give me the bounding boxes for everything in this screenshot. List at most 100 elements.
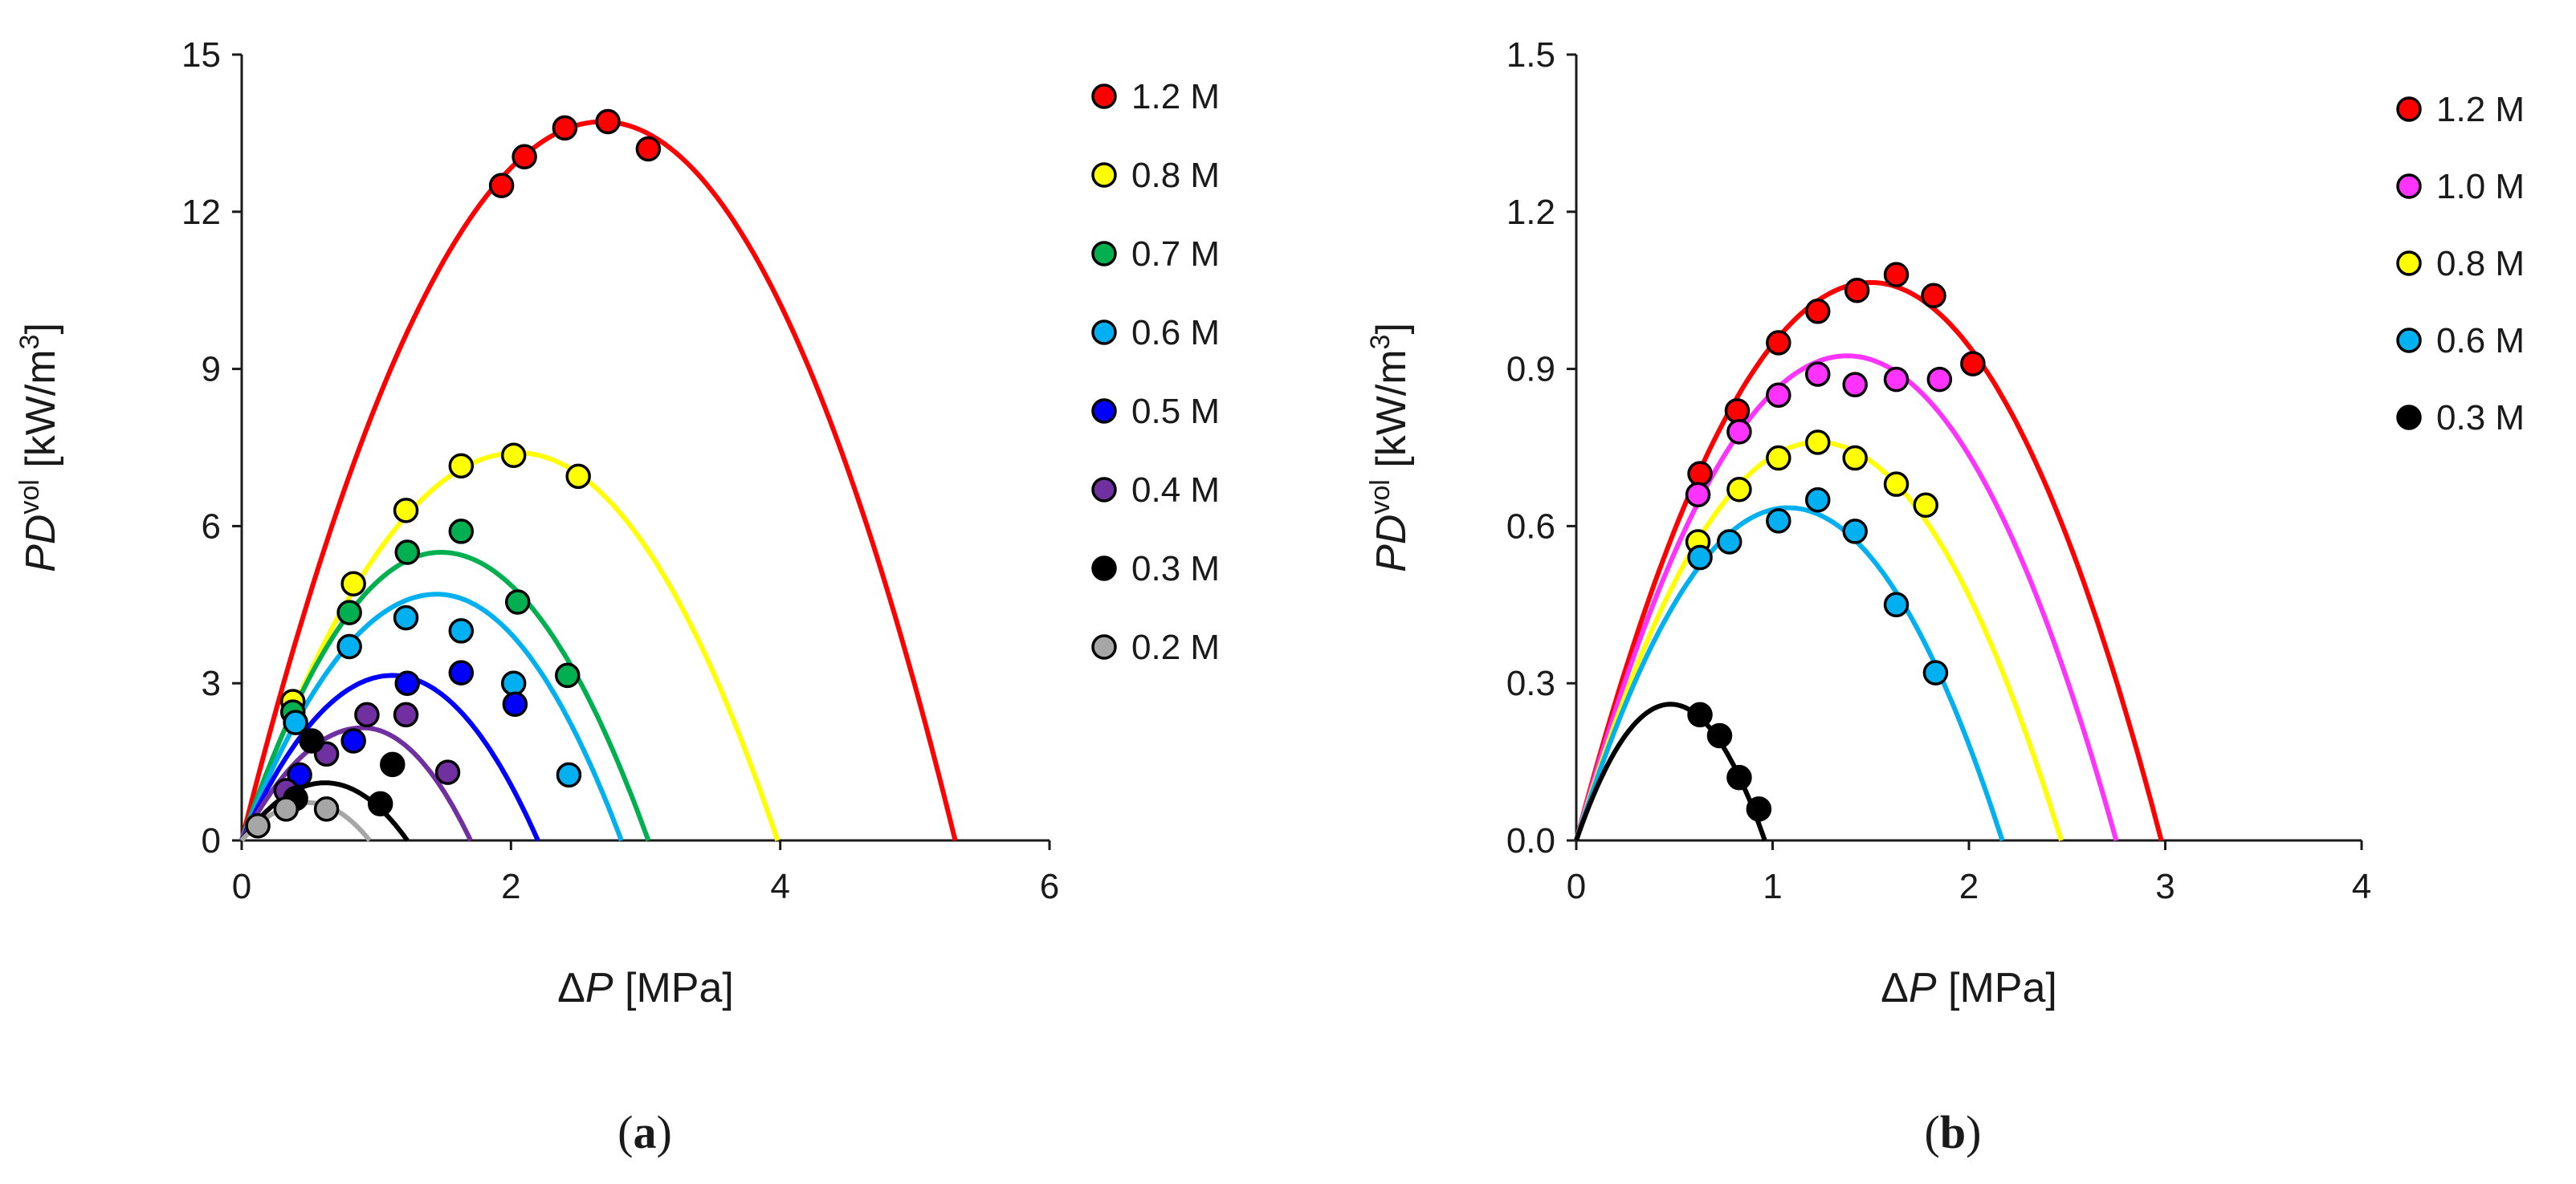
- x-tick-label: 1: [1763, 867, 1782, 906]
- x-axis-label: ΔP [MPa]: [557, 965, 734, 1011]
- y-tick-label: 0: [202, 821, 221, 861]
- data-point: [283, 710, 308, 735]
- data-point: [1804, 429, 1831, 455]
- data-point: [1746, 796, 1772, 822]
- data-point: [1687, 702, 1713, 728]
- legend-label: 0.5 M: [1131, 392, 1220, 431]
- chart-panel-b: 0.0 0.3 0.6 0.9 1.2 1.5 0 1 2 3 4 1.2 M 1.0 M 0.8 M 0.…: [1365, 35, 2525, 1158]
- data-point: [1960, 351, 1986, 376]
- data-point: [595, 108, 621, 135]
- legend-marker: [2396, 96, 2422, 122]
- fit-curve-0-6M: [1574, 505, 2005, 841]
- x-tick-label: 2: [1959, 867, 1979, 906]
- data-point: [502, 691, 528, 718]
- legend-marker: [1091, 634, 1117, 660]
- legend-marker: [1091, 162, 1117, 188]
- legend-label: 0.6 M: [1131, 313, 1220, 352]
- fit-curve-0-5M: [239, 673, 540, 842]
- y-axis-label: PDvol [kW/m3]: [1365, 323, 1415, 572]
- data-point: [448, 618, 475, 644]
- x-tick-label: 0: [232, 867, 251, 906]
- data-point: [1724, 398, 1751, 424]
- data-point: [336, 600, 362, 625]
- legend-label: 0.8 M: [1131, 156, 1220, 195]
- data-point: [1883, 262, 1910, 287]
- x-tick-label: 2: [501, 867, 520, 906]
- fit-curve-0-3M: [1574, 702, 1767, 842]
- y-tick-label: 9: [202, 350, 221, 389]
- data-point: [1842, 519, 1868, 544]
- y-tick-label: 0.3: [1506, 664, 1555, 703]
- data-point: [1726, 764, 1752, 791]
- data-point: [448, 453, 475, 479]
- data-point: [1883, 592, 1910, 618]
- data-point: [1844, 277, 1870, 303]
- data-point: [354, 702, 380, 728]
- legend-label: 0.3 M: [1131, 549, 1220, 588]
- legend-marker: [1091, 398, 1117, 424]
- legend-marker: [2396, 405, 2422, 430]
- x-tick-label: 4: [2352, 867, 2371, 906]
- data-point: [1706, 722, 1733, 749]
- legend-label: 0.6 M: [2436, 321, 2525, 360]
- data-point: [1766, 445, 1791, 471]
- data-point: [1842, 372, 1868, 397]
- legend-marker: [2396, 250, 2422, 276]
- fit-curve-0-6M: [239, 592, 624, 842]
- data-point: [1804, 487, 1831, 513]
- data-point: [1926, 366, 1953, 393]
- data-point: [380, 751, 406, 778]
- legend-label: 1.2 M: [2436, 90, 2525, 129]
- data-point: [500, 442, 527, 469]
- panel-caption: (b): [1925, 1106, 1982, 1158]
- data-point: [1766, 330, 1791, 356]
- data-point: [393, 702, 419, 728]
- legend-label: 0.7 M: [1131, 234, 1220, 274]
- y-tick-label: 15: [181, 35, 221, 75]
- y-axis-label: PDvol [kW/m3]: [14, 323, 64, 572]
- data-point: [1726, 419, 1752, 445]
- data-point: [635, 136, 662, 162]
- legend-marker: [1091, 319, 1117, 345]
- x-axis-label: ΔP [MPa]: [1881, 965, 2057, 1011]
- data-point: [504, 589, 531, 615]
- legend-label: 0.2 M: [1131, 628, 1220, 667]
- data-point: [394, 539, 420, 565]
- legend-label: 1.2 M: [1131, 77, 1220, 116]
- data-point: [552, 115, 578, 141]
- data-point: [1726, 476, 1752, 502]
- data-point: [434, 759, 461, 785]
- data-point: [1922, 660, 1949, 686]
- data-point: [1883, 366, 1910, 393]
- y-tick-label: 0.6: [1506, 507, 1555, 546]
- y-tick-label: 0.9: [1506, 350, 1555, 389]
- data-point: [448, 660, 475, 686]
- legend-label: 1.0 M: [2436, 167, 2525, 206]
- data-point: [1766, 382, 1791, 408]
- data-point: [287, 762, 312, 788]
- data-point: [500, 670, 527, 696]
- x-tick-label: 4: [770, 867, 789, 906]
- x-tick-label: 6: [1040, 867, 1059, 906]
- y-tick-label: 6: [202, 507, 221, 546]
- legend-marker: [1091, 241, 1117, 267]
- y-tick-label: 1.2: [1506, 193, 1555, 232]
- data-point: [1804, 361, 1831, 387]
- data-point: [245, 812, 271, 839]
- fit-curve-1-0M: [1574, 353, 2119, 841]
- fit-curve-1-2M: [1574, 279, 2164, 841]
- data-point: [565, 463, 591, 490]
- legend-label: 0.3 M: [2436, 398, 2525, 437]
- y-tick-label: 0.0: [1506, 821, 1555, 861]
- data-point: [488, 173, 515, 198]
- data-point: [556, 762, 582, 788]
- data-point: [1913, 492, 1938, 519]
- data-point: [1842, 445, 1868, 471]
- x-tick-label: 0: [1567, 867, 1586, 906]
- fit-curve-0-7M: [239, 549, 651, 842]
- legend-marker: [2396, 328, 2422, 353]
- y-tick-label: 3: [202, 664, 221, 703]
- legend-marker: [1091, 83, 1117, 109]
- legend-marker: [2396, 173, 2422, 199]
